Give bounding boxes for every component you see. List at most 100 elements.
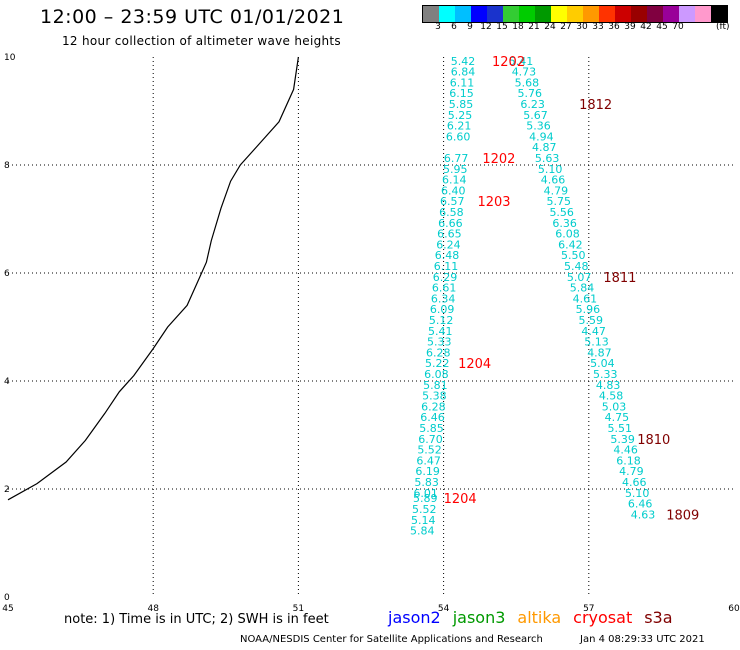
wave-height-value: 6.01 <box>413 487 438 500</box>
x-tick-label: 51 <box>293 604 304 614</box>
legend-item-jason2: jason2 <box>388 608 441 627</box>
wave-height-value: 5.41 <box>428 325 453 338</box>
wave-height-value: 6.21 <box>447 120 472 133</box>
y-tick-label: 8 <box>4 161 10 171</box>
wave-height-value: 4.79 <box>544 184 569 197</box>
wave-height-value: 4.87 <box>587 346 612 359</box>
wave-height-value: 4.83 <box>596 379 621 392</box>
wave-height-value: 6.08 <box>424 368 449 381</box>
page-subtitle: 12 hour collection of altimeter wave hei… <box>62 34 341 48</box>
wave-height-value: 6.36 <box>552 217 577 230</box>
color-scale-bar <box>422 5 728 23</box>
wave-height-value: 5.52 <box>412 503 437 516</box>
wave-height-value: 6.15 <box>449 87 474 100</box>
wave-height-value: 5.12 <box>429 314 454 327</box>
color-swatch <box>583 6 599 22</box>
color-scale-label: 21 <box>528 22 540 32</box>
x-tick-label: 48 <box>147 604 159 614</box>
wave-height-value: 5.10 <box>538 163 563 176</box>
color-scale-label: 36 <box>608 22 620 32</box>
color-swatch <box>711 6 727 22</box>
wave-height-value: 5.36 <box>526 120 551 133</box>
y-tick-label: 6 <box>4 269 10 279</box>
wave-height-value: 6.60 <box>446 130 471 143</box>
wave-height-value: 4.66 <box>622 476 647 489</box>
color-scale-label: 3 <box>435 22 441 32</box>
wave-height-value: 5.14 <box>411 514 436 527</box>
wave-height-value: 4.75 <box>605 411 630 424</box>
wave-height-value: 6.65 <box>437 228 462 241</box>
wave-height-value: 5.68 <box>515 76 540 89</box>
wave-height-value: 4.79 <box>619 465 644 478</box>
wave-height-value: 5.07 <box>567 271 592 284</box>
wave-height-value: 5.48 <box>564 260 589 273</box>
color-scale-label: 30 <box>576 22 588 32</box>
wave-height-value: 6.14 <box>442 174 467 187</box>
color-swatch <box>663 6 679 22</box>
legend-item-s3a: s3a <box>644 608 673 627</box>
color-swatch <box>615 6 631 22</box>
color-swatch <box>695 6 711 22</box>
color-swatch <box>567 6 583 22</box>
wave-height-value: 4.73 <box>512 66 537 79</box>
x-tick-label: 45 <box>2 604 13 614</box>
wave-height-value: 5.76 <box>518 87 543 100</box>
wave-height-value: 6.11 <box>434 260 459 273</box>
page-title: 12:00 – 23:59 UTC 01/01/2021 <box>40 6 345 28</box>
wave-height-value: 5.10 <box>625 487 650 500</box>
wave-height-value: 6.24 <box>436 238 461 251</box>
wave-height-value: 5.39 <box>610 433 635 446</box>
wave-height-value: 6.61 <box>432 282 457 295</box>
wave-height-value: 6.29 <box>433 271 458 284</box>
color-swatch <box>519 6 535 22</box>
color-scale-label: 18 <box>512 22 524 32</box>
color-swatch <box>487 6 503 22</box>
wave-height-value: 6.66 <box>438 217 463 230</box>
legend-item-cryosat: cryosat <box>573 608 633 627</box>
wave-height-value: 5.42 <box>451 55 476 68</box>
color-scale-label: 45 <box>656 22 668 32</box>
wave-height-value: 5.38 <box>422 390 447 403</box>
color-swatch <box>679 6 695 22</box>
y-tick-label: 2 <box>4 485 10 495</box>
wave-height-value: 5.50 <box>561 249 586 262</box>
wave-height-value: 6.23 <box>520 98 545 111</box>
color-scale-label: 15 <box>496 22 508 32</box>
wave-height-value: 5.84 <box>570 282 595 295</box>
wave-height-value: 4.46 <box>613 444 638 457</box>
color-scale-label: 12 <box>480 22 492 32</box>
x-tick-label: 54 <box>438 604 450 614</box>
pass-time-label: 1202 <box>482 152 515 167</box>
color-scale-label: 42 <box>640 22 652 32</box>
wave-height-value: 6.19 <box>415 465 440 478</box>
color-scale-label: 9 <box>467 22 473 32</box>
pass-time-label: 1809 <box>666 508 699 523</box>
wave-height-value: 5.41 <box>509 55 534 68</box>
wave-height-value: 6.46 <box>628 498 653 511</box>
wave-height-value: 6.48 <box>435 249 460 262</box>
wave-height-value: 4.63 <box>631 508 656 521</box>
legend-item-altika: altika <box>517 608 562 627</box>
satellite-legend: jason2 jason3 altika cryosat s3a <box>388 608 685 627</box>
wave-height-value: 4.47 <box>581 325 606 338</box>
credit-text: NOAA/NESDIS Center for Satellite Applica… <box>240 634 543 645</box>
wave-height-value: 5.25 <box>448 109 473 122</box>
pass-time-label: 1204 <box>444 492 477 507</box>
wave-height-value: 6.77 <box>444 152 469 165</box>
wave-height-value: 5.22 <box>425 357 450 370</box>
wave-height-value: 5.59 <box>578 314 603 327</box>
x-tick-label: 57 <box>583 604 594 614</box>
color-swatch <box>439 6 455 22</box>
wave-height-value: 6.58 <box>439 206 464 219</box>
wave-height-value: 5.75 <box>547 195 572 208</box>
y-tick-label: 10 <box>4 53 16 63</box>
coastline <box>7 56 299 501</box>
wave-height-value: 6.18 <box>616 454 641 467</box>
wave-height-value: 5.03 <box>602 400 627 413</box>
pass-time-label: 1812 <box>579 98 612 113</box>
color-swatch <box>423 6 439 22</box>
wave-height-value: 5.95 <box>443 163 468 176</box>
wave-height-value: 5.85 <box>449 98 474 111</box>
wave-height-value: 5.56 <box>549 206 574 219</box>
